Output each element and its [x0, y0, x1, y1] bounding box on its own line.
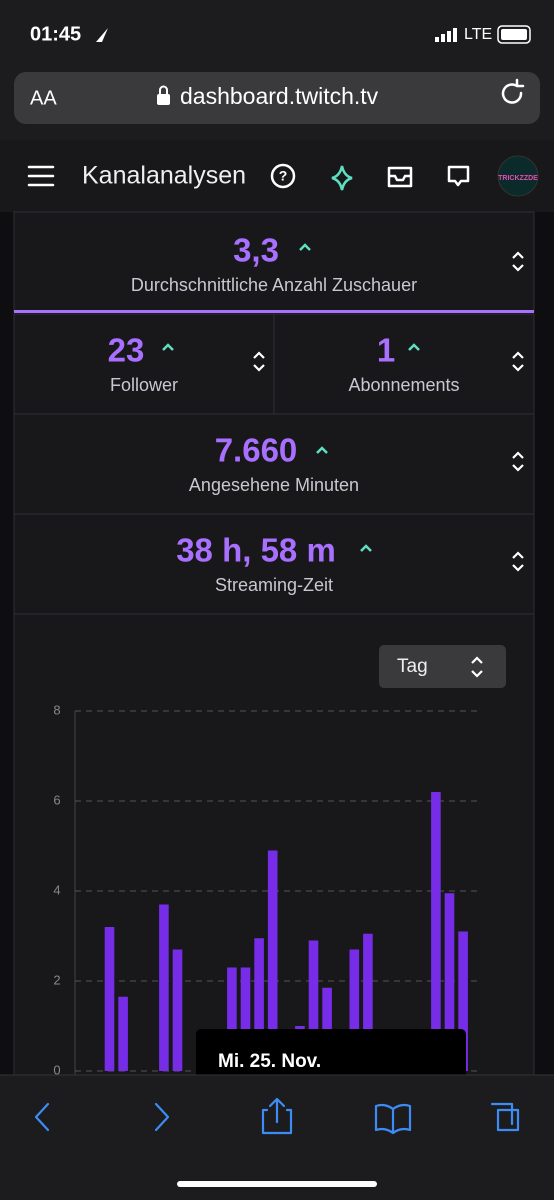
battery — [497, 25, 531, 44]
y-tick-label: 4 — [53, 882, 60, 897]
bar — [308, 940, 319, 1071]
y-tick-label: 6 — [53, 792, 60, 807]
bookmarks-button[interactable] — [374, 1103, 412, 1135]
bar — [431, 792, 441, 1071]
tooltip-date: Mi. 25. Nov. — [218, 1051, 321, 1072]
menu-button[interactable] — [27, 165, 55, 187]
lock-shackle — [159, 85, 168, 94]
bar — [159, 904, 169, 1071]
url[interactable]: dashboard.twitch.tv — [180, 83, 379, 109]
period-select-value: Tag — [397, 656, 428, 677]
text-size-button[interactable]: AA — [30, 87, 57, 109]
stat-value: 1 — [377, 332, 395, 369]
stat-value: 23 — [108, 332, 145, 369]
stat-card[interactable] — [13, 513, 535, 615]
bar — [227, 967, 237, 1071]
signal — [435, 28, 457, 42]
stat-label: Follower — [110, 375, 178, 395]
help-icon: ? — [279, 168, 288, 184]
trend-arrows — [162, 243, 420, 552]
stat-value: 38 h, 58 m — [176, 532, 336, 569]
stat-card[interactable] — [273, 313, 535, 415]
network: LTE — [464, 26, 492, 43]
forward-button[interactable] — [154, 1102, 170, 1132]
stat-label: Durchschnittliche Anzahl Zuschauer — [131, 275, 417, 295]
time: 01:45 — [30, 23, 81, 45]
battery-level — [501, 29, 527, 40]
y-tick-label: 0 — [53, 1062, 60, 1077]
stat-card[interactable] — [13, 211, 535, 313]
bar — [267, 850, 278, 1071]
bar — [254, 938, 264, 1071]
tooltip — [196, 1029, 466, 1089]
bar — [104, 927, 115, 1071]
y-tick-label: 8 — [53, 702, 60, 717]
period-select[interactable] — [379, 645, 506, 688]
reload-button[interactable] — [501, 78, 525, 104]
y-tick-label: 2 — [53, 972, 60, 987]
bar — [240, 967, 251, 1071]
bar — [458, 931, 468, 1071]
bar — [363, 933, 373, 1071]
bar — [349, 949, 360, 1071]
stat-card[interactable] — [13, 313, 275, 415]
stat-label: Abonnements — [348, 375, 459, 395]
bar — [118, 996, 128, 1071]
back-button[interactable] — [34, 1102, 50, 1132]
stat-label: Angesehene Minuten — [189, 475, 359, 495]
stat-value: 7.660 — [215, 432, 298, 469]
selected-indicator — [14, 310, 534, 313]
sort-toggles[interactable] — [253, 251, 524, 572]
location-icon — [96, 28, 108, 42]
avatar[interactable] — [497, 155, 539, 197]
url-bar[interactable] — [14, 72, 540, 124]
inbox-button[interactable] — [387, 166, 413, 188]
bar — [444, 893, 455, 1071]
browser-toolbar — [0, 1075, 554, 1200]
bar — [172, 949, 183, 1071]
avatar-label: TRICKZZDE — [498, 175, 538, 182]
select-arrows — [471, 656, 483, 678]
nav-title: Kanalanalysen — [82, 162, 246, 190]
stat-value: 3,3 — [233, 232, 279, 269]
tabs-button[interactable] — [490, 1102, 520, 1132]
stat-card[interactable] — [13, 413, 535, 515]
stat-label: Streaming-Zeit — [215, 575, 333, 595]
sparkle-button[interactable] — [331, 165, 353, 191]
help-button[interactable] — [270, 163, 296, 189]
home-indicator — [177, 1181, 377, 1187]
share-button[interactable] — [261, 1097, 293, 1135]
lock-icon — [157, 94, 170, 105]
whisper-button[interactable] — [447, 165, 470, 187]
nav-bar — [0, 140, 554, 212]
